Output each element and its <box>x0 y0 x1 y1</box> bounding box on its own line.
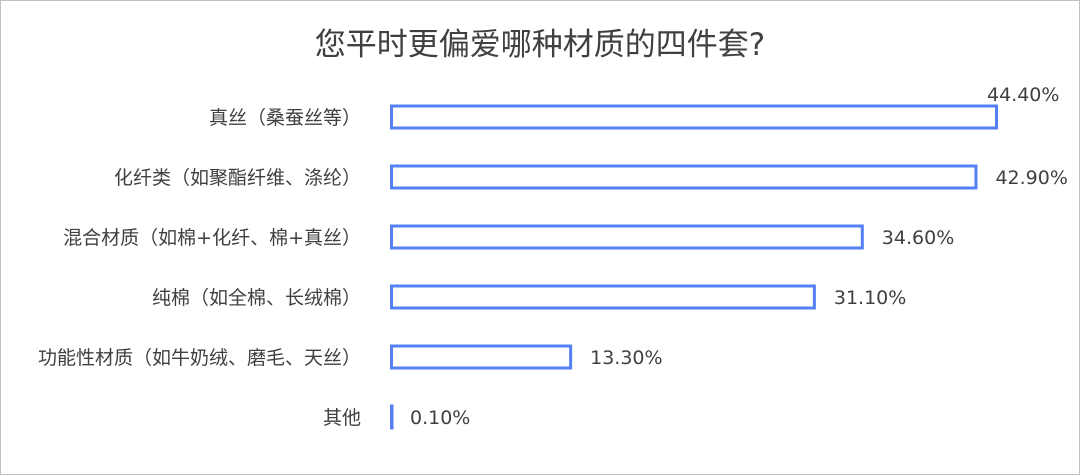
data-label: 42.90% <box>995 167 1067 189</box>
category-label: 功能性材质（如牛奶绒、磨毛、天丝） <box>38 347 361 369</box>
bar <box>390 284 816 310</box>
data-label: 31.10% <box>834 287 906 309</box>
bar <box>390 344 573 370</box>
category-label: 纯棉（如全棉、长绒棉） <box>152 287 361 309</box>
bar <box>390 404 394 430</box>
data-label: 0.10% <box>410 407 470 429</box>
data-label: 34.60% <box>882 227 954 249</box>
chart-title: 您平时更偏爱哪种材质的四件套? <box>314 27 766 63</box>
data-label: 44.40% <box>987 84 1059 106</box>
category-label: 真丝（桑蚕丝等） <box>209 107 361 129</box>
data-label: 13.30% <box>590 347 662 369</box>
category-label: 化纤类（如聚酯纤维、涤纶） <box>114 167 361 189</box>
category-label: 混合材质（如棉+化纤、棉+真丝） <box>63 227 361 249</box>
category-label: 其他 <box>323 407 361 429</box>
bar <box>390 164 978 190</box>
bar <box>390 104 998 130</box>
bar <box>390 224 864 250</box>
